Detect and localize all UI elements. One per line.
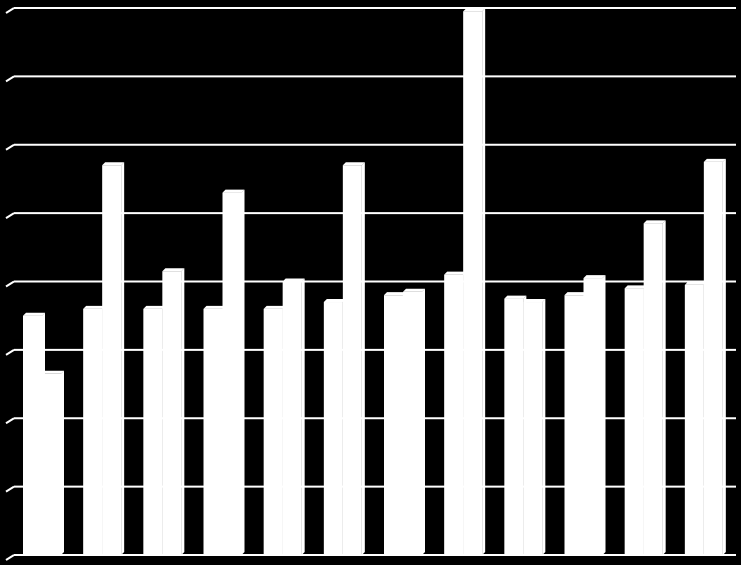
bar-front [684,284,704,555]
bar-side [602,275,606,555]
gridline-edge [5,75,15,83]
bar-front [83,308,103,555]
bar-s2-c12 [703,158,726,555]
bar-s2-c1 [42,370,64,555]
bar-top [643,220,666,224]
bar-front [143,308,163,555]
bar-side [422,288,425,555]
gridline-edge [5,349,15,356]
bar-s2-c4 [222,189,245,556]
bar-front [564,295,584,555]
bar-s2-c3 [162,268,185,555]
bar-front [203,308,223,555]
bar-front [444,274,464,555]
bar-top [23,312,45,316]
bar-side [181,268,185,555]
bar-front [504,298,524,555]
bar-front [222,192,242,556]
bar-side [722,158,726,555]
bar-s1-c6 [323,299,346,555]
bar-top [564,292,587,296]
bar-front [643,223,663,555]
bar-top [384,292,406,296]
bar-side [361,162,365,555]
bar-top [282,278,305,282]
bar-s1-c1 [23,312,45,555]
bar-top [523,299,546,303]
bar-top [203,305,226,309]
gridline-edge [5,143,15,151]
bar-top [42,370,64,374]
bar-front [583,278,603,555]
bar-top [263,305,286,309]
bar-side [61,370,64,555]
bar-s1-c7 [384,292,406,555]
gridline-edge [5,7,15,14]
bar-s2-c8 [463,8,486,555]
bar-top [504,295,527,299]
bar-front [263,308,283,555]
bar-front [523,302,543,555]
bar-front [624,288,644,555]
bar-s1-c12 [684,281,707,555]
bar-s2-c2 [102,162,125,555]
bar-front [162,271,182,555]
bar-top [444,271,467,275]
bar-top [102,162,125,166]
gridline-edge [5,212,15,219]
bar-side [301,278,305,555]
bar-s1-c10 [564,292,587,555]
bar-front [384,295,403,555]
bar-front [42,373,61,555]
bar-s2-c5 [282,278,305,555]
bars [23,8,726,556]
bar-s1-c8 [444,271,467,555]
gridline-edge [5,485,15,493]
bar-side [241,189,245,556]
bar-front [342,165,362,555]
gridline-edge [5,554,15,561]
bar-front [282,281,302,555]
bar-front [463,11,483,555]
bar-s1-c11 [624,285,647,555]
bar-top [684,281,707,285]
bar-top [222,189,245,193]
bar-front [102,165,122,555]
gridlines [5,7,736,561]
bar-s2-c9 [523,299,546,555]
bar-top [323,299,346,303]
bar-side [121,162,125,555]
bar-s2-c10 [583,275,606,555]
bar-top [162,268,185,272]
bar-top [143,305,166,309]
bar-front [23,315,42,555]
bar-side [542,299,546,555]
bar-s1-c4 [203,305,226,555]
bar-front [323,302,343,555]
bar-s1-c2 [83,305,106,555]
bar-top [403,288,425,292]
bar-side [662,220,666,555]
bar-top [703,158,726,162]
bar-s1-c3 [143,305,166,555]
bar-s2-c11 [643,220,666,555]
bar-s1-c9 [504,295,527,555]
bar-front [403,291,422,555]
bar-top [83,305,106,309]
bar-top [463,8,486,12]
bar-s1-c5 [263,305,286,555]
bar-s2-c7 [403,288,425,555]
bar-top [583,275,606,279]
gridline-edge [5,280,15,288]
bar-front [703,161,723,555]
gridline-edge [5,417,15,425]
bar-side [482,8,486,555]
bar-top [624,285,647,289]
bar-s2-c6 [342,162,365,555]
bar-top [342,162,365,166]
